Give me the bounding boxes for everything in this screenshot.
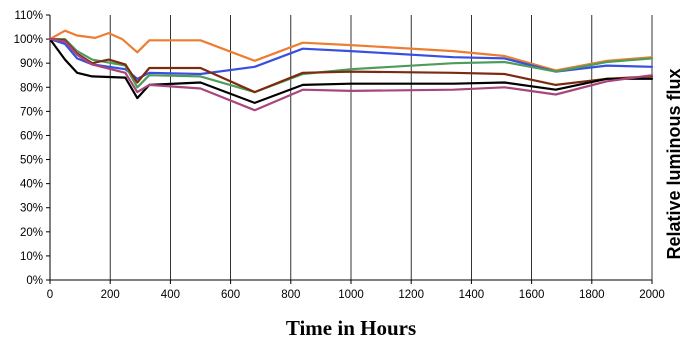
y-tick-label: 90% [20,58,43,70]
y-tick-label: 0% [26,275,43,287]
x-tick-label: 2000 [639,289,665,301]
series-line-2 [48,37,654,80]
y-tick-label: 10% [20,251,43,263]
y-tick-label: 30% [20,203,43,215]
grid-lines [109,15,653,280]
axes [46,14,653,284]
y-tick-label: 80% [20,82,43,94]
x-tick-label: 200 [101,289,120,301]
x-axis-title: Time in Hours [286,316,416,339]
y-tick-label: 100% [14,34,43,46]
tick-labels: 0% 10% 20% 30% 40% 50% 60% 70% 80% 90% 100% 110% 0 20… [14,10,665,301]
y-axis-title: Relative luminous flux [664,68,684,259]
x-tick-label: 0 [47,289,53,301]
y-tick-label: 110% [14,10,43,22]
y-tick-label: 70% [20,106,43,118]
y-tick-label: 50% [20,155,43,167]
x-tick-label: 400 [161,289,180,301]
x-tick-label: 1400 [459,289,485,301]
series-line-6 [48,37,654,112]
x-tick-label: 1000 [338,289,364,301]
x-tick-label: 600 [221,289,240,301]
x-tick-label: 1200 [398,289,424,301]
x-tick-label: 800 [281,289,300,301]
y-tick-label: 60% [20,130,43,142]
x-tick-label: 1600 [519,289,545,301]
series-line-3 [48,37,654,94]
y-tick-label: 20% [20,227,43,239]
y-tick-label: 40% [20,179,43,191]
x-tick-label: 1800 [579,289,605,301]
series-line-5 [48,37,654,105]
series-lines [48,29,654,112]
series-line-1 [48,29,654,72]
